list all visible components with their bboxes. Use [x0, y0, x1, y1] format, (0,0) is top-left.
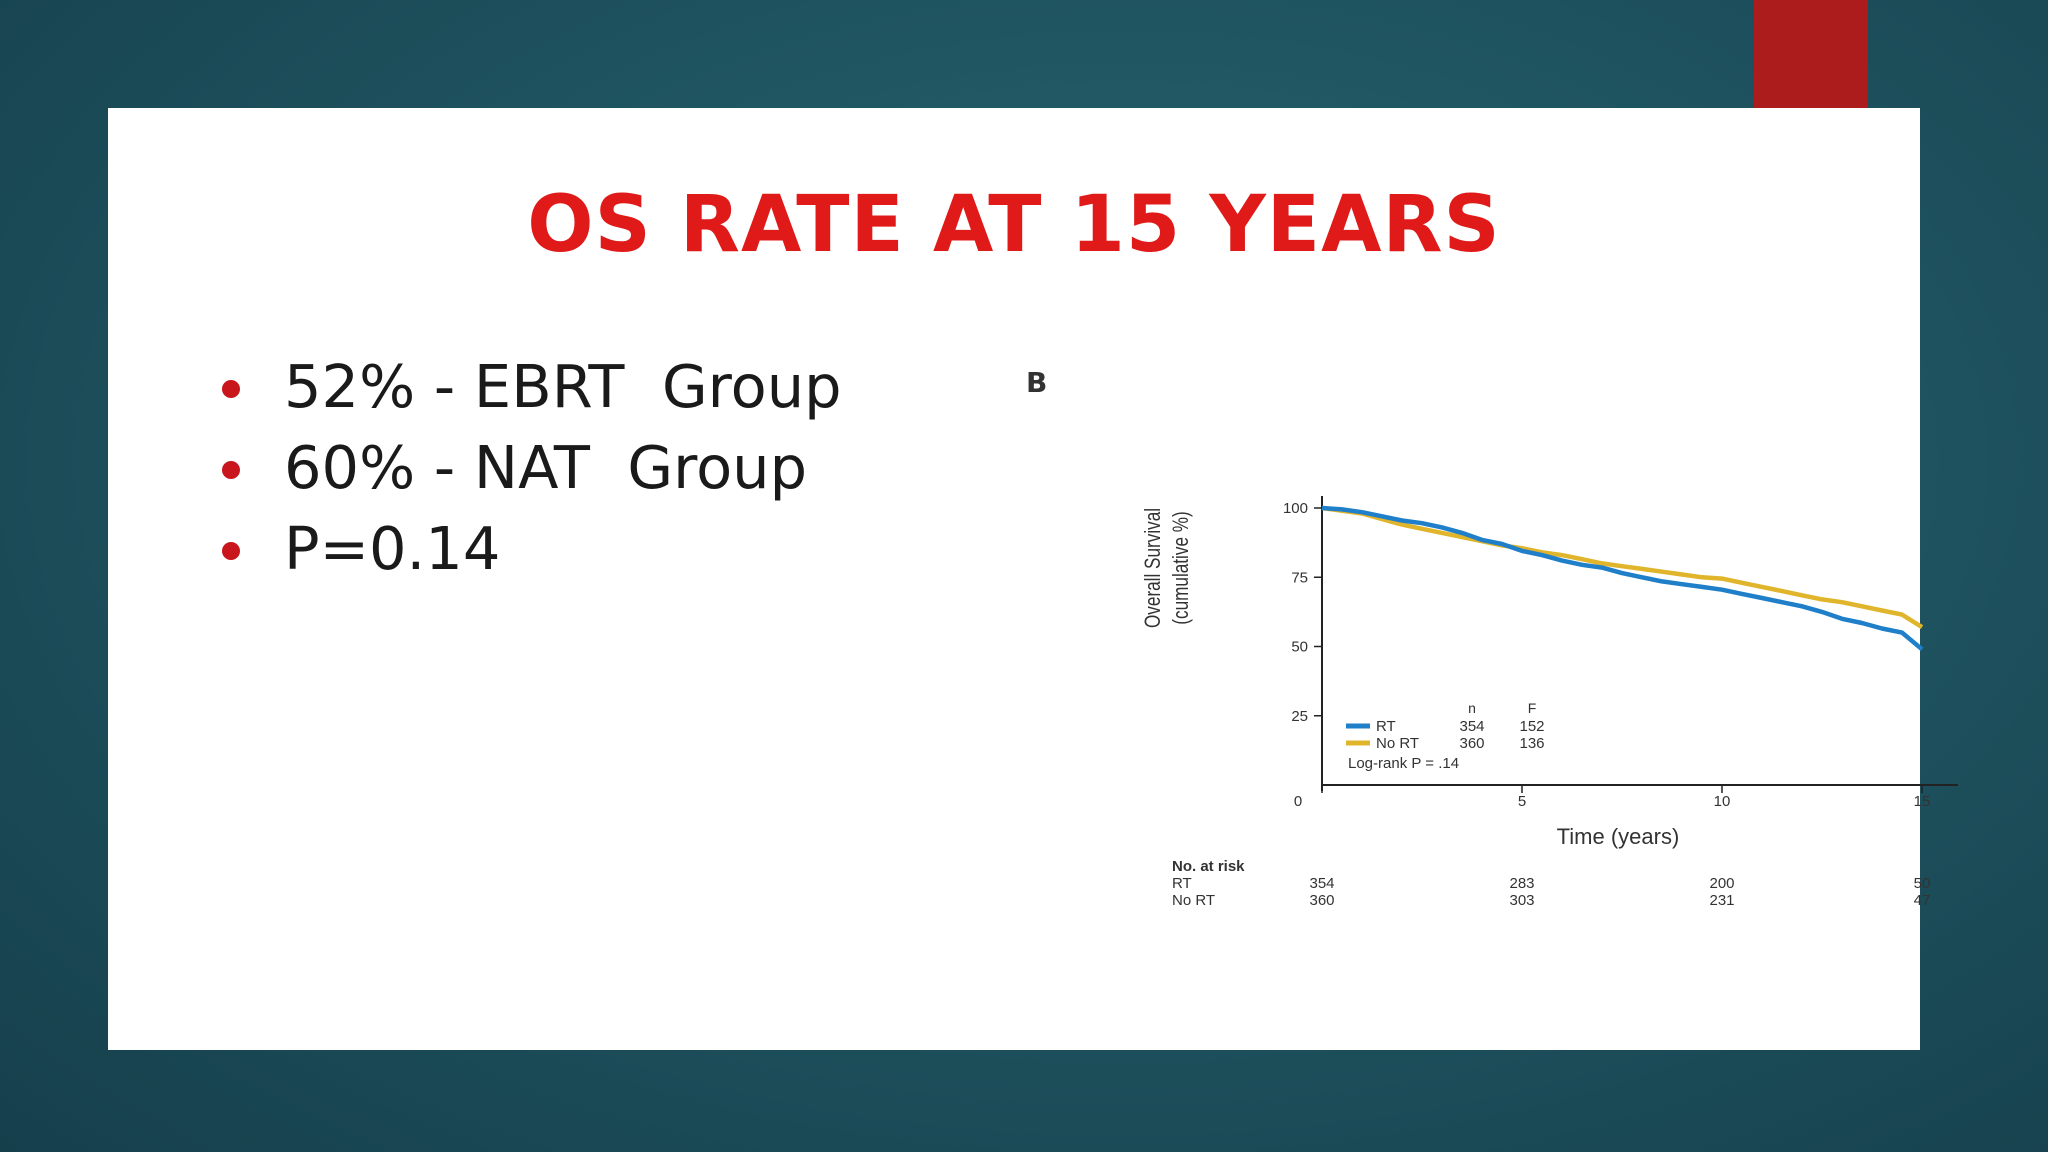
bullet-item: 60% - NAT Group — [218, 427, 842, 508]
accent-block — [1754, 0, 1868, 108]
x-tick-label: 5 — [1518, 793, 1526, 810]
bullet-item: 52% - EBRT Group — [218, 346, 842, 427]
x-tick-label: 15 — [1914, 793, 1931, 810]
x-axis-label: Time (years) — [1557, 824, 1680, 849]
legend-f-nort: 136 — [1519, 735, 1544, 752]
x-tick-label: 0 — [1294, 793, 1302, 810]
bullet-text: 60% - NAT Group — [284, 433, 808, 502]
series-line-no-rt — [1321, 505, 1924, 630]
slide-title: OS RATE AT 15 YEARS — [527, 180, 1501, 270]
y-axis-title: Overall Survival (cumulative %) — [1141, 508, 1194, 628]
bullet-dot-icon — [222, 380, 240, 398]
at-risk-table: No. at risk RT No RT — [1172, 858, 1245, 909]
at-risk-title: No. at risk — [1172, 858, 1245, 875]
y-axis-label: Overall Survival — [1141, 508, 1166, 628]
series-line-rt — [1321, 505, 1924, 652]
bullet-list: 52% - EBRT Group 60% - NAT Group P=0.14 — [218, 346, 842, 589]
at-risk-value: 200 — [1709, 875, 1734, 892]
legend-f-rt: 152 — [1519, 718, 1544, 735]
bullet-item: P=0.14 — [218, 508, 842, 589]
at-risk-value: 50 — [1914, 875, 1931, 892]
bullet-text: P=0.14 — [284, 514, 501, 583]
panel-letter: B — [1026, 366, 1048, 399]
legend: n F RT 354 152 No RT 360 136 Log-rank P … — [1346, 700, 1545, 772]
legend-label-rt: RT — [1376, 718, 1396, 735]
y-tick-label: 25 — [1291, 708, 1308, 725]
y-tick-label: 100 — [1283, 500, 1308, 517]
legend-label-nort: No RT — [1376, 735, 1419, 752]
bullet-dot-icon — [222, 542, 240, 560]
bullet-text: 52% - EBRT Group — [284, 352, 842, 421]
at-risk-value: 303 — [1509, 892, 1534, 909]
at-risk-row-label: No RT — [1172, 892, 1215, 909]
survival-chart: Overall Survival (cumulative %) Time (ye… — [1141, 496, 1958, 909]
logrank-annotation: Log-rank P = .14 — [1348, 755, 1459, 772]
y-tick-label: 75 — [1291, 569, 1308, 586]
at-risk-value: 354 — [1309, 875, 1334, 892]
legend-n-rt: 354 — [1459, 718, 1484, 735]
y-axis-label-units: (cumulative %) — [1169, 511, 1194, 624]
at-risk-value: 47 — [1914, 892, 1931, 909]
bullet-dot-icon — [222, 461, 240, 479]
x-tick-label: 10 — [1714, 793, 1731, 810]
slide-content: OS RATE AT 15 YEARS 52% - EBRT Group 60%… — [108, 108, 1958, 1050]
legend-n-nort: 360 — [1459, 735, 1484, 752]
at-risk-row-label: RT — [1172, 875, 1192, 892]
at-risk-value: 283 — [1509, 875, 1534, 892]
legend-header-f: F — [1528, 700, 1537, 716]
y-tick-label: 50 — [1291, 639, 1308, 656]
at-risk-value: 360 — [1309, 892, 1334, 909]
at-risk-value: 231 — [1709, 892, 1734, 909]
legend-header-n: n — [1468, 700, 1476, 716]
